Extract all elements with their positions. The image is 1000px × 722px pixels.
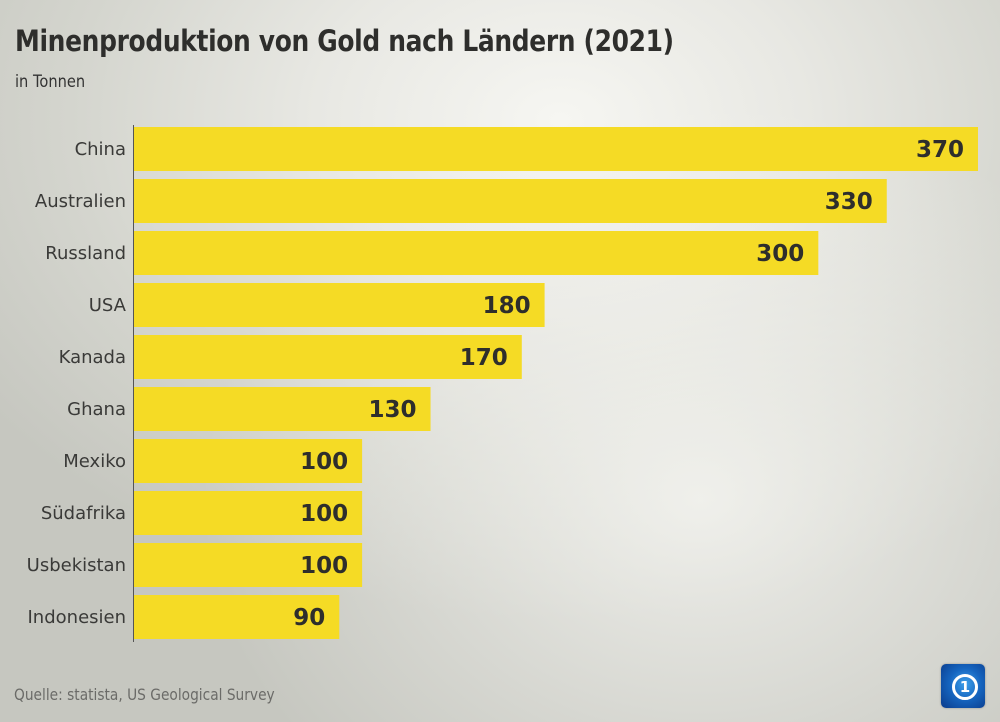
chart-title: Minenproduktion von Gold nach Ländern (2… <box>15 24 674 58</box>
category-labels-group: China Australien Russland USA Kanada Ghana Mex… <box>27 139 127 628</box>
category-label: Ghana <box>67 399 126 420</box>
category-label: Usbekistan <box>27 555 126 576</box>
value-label: 180 <box>483 293 531 319</box>
category-label: China <box>75 139 126 160</box>
bars-group <box>134 127 978 639</box>
source-note: Quelle: statista, US Geological Survey <box>14 685 275 704</box>
bar-südafrika <box>134 491 363 535</box>
value-label: 100 <box>300 501 348 527</box>
value-label: 130 <box>369 397 417 423</box>
bar-china <box>134 127 978 171</box>
bar-kanada <box>134 335 522 379</box>
bar-mexiko <box>134 439 363 483</box>
chart-subtitle: in Tonnen <box>15 72 86 92</box>
category-label: Südafrika <box>41 503 126 524</box>
value-label: 100 <box>300 449 348 475</box>
bar-indonesien <box>134 595 340 639</box>
bar-australien <box>134 179 887 223</box>
bar-ghana <box>134 387 431 431</box>
value-label: 330 <box>825 189 873 215</box>
category-label: USA <box>89 295 127 316</box>
tagesschau-logo-icon: 1 <box>941 664 985 708</box>
category-label: Kanada <box>59 347 126 368</box>
bar-usbekistan <box>134 543 363 587</box>
value-labels-group: 370 330 300 180 170 130 100 100 100 90 <box>293 137 964 631</box>
category-label: Australien <box>35 191 126 212</box>
bar-russland <box>134 231 819 275</box>
bar-usa <box>134 283 545 327</box>
category-label: Mexiko <box>63 451 126 472</box>
value-label: 90 <box>293 605 325 631</box>
category-label: Russland <box>45 243 126 264</box>
value-label: 170 <box>460 345 508 371</box>
logo-glyph: 1 <box>952 674 978 700</box>
category-label: Indonesien <box>28 607 127 628</box>
value-label: 100 <box>300 553 348 579</box>
value-label: 300 <box>756 241 804 267</box>
value-label: 370 <box>916 137 964 163</box>
